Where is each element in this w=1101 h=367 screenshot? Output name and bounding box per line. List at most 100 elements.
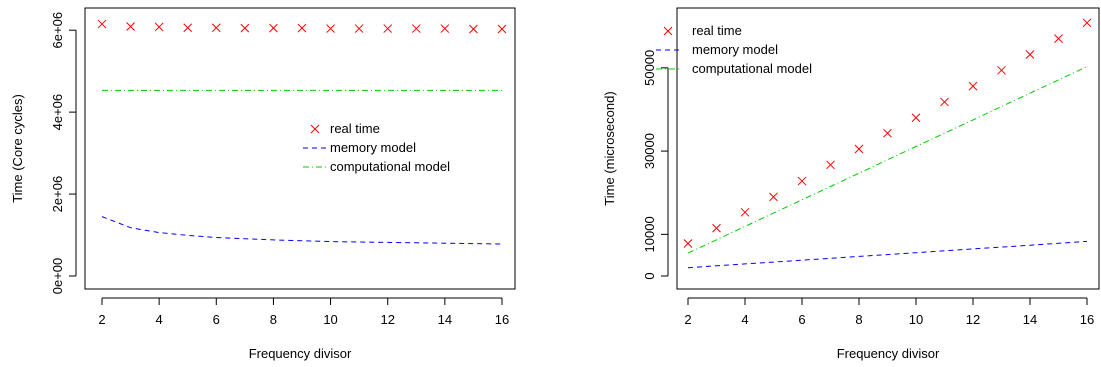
data-point-stroke: [683, 239, 693, 248]
data-point-stroke: [183, 23, 193, 33]
legend-marker: [310, 124, 320, 134]
data-point: [940, 97, 949, 107]
data-point-stroke: [712, 223, 721, 233]
data-point: [126, 22, 135, 31]
x-tick-label: 14: [1023, 312, 1037, 327]
y-tick-label: 0: [642, 272, 657, 279]
data-point-stroke: [269, 23, 278, 33]
data-point-stroke: [883, 128, 892, 138]
y-tick-label: 2e+06: [50, 176, 65, 213]
data-point-stroke: [968, 81, 978, 91]
y-tick-label: 30000: [642, 133, 657, 169]
data-point: [997, 65, 1006, 75]
y-tick-label: 10000: [642, 216, 657, 252]
chart-microseconds: 2 4 6 8 10 12 14 16 Frequency divisor 0 10000 30000…: [602, 7, 1100, 361]
data-point-stroke: [854, 144, 864, 154]
data-point-stroke: [1025, 50, 1035, 59]
x-tick-label: 4: [156, 312, 163, 327]
data-point-stroke: [297, 23, 307, 33]
x-tick-label: 10: [323, 312, 337, 327]
data-point: [497, 24, 507, 34]
data-point-stroke: [740, 207, 750, 217]
data-point-stroke: [97, 19, 107, 29]
y-tick-label: 4e+06: [50, 94, 65, 131]
data-point: [383, 24, 393, 33]
plot-frame: [676, 7, 1100, 290]
x-tick-label: 12: [966, 312, 980, 327]
data-point-stroke: [154, 22, 164, 32]
data-point: [354, 24, 364, 33]
x-tick-label: 4: [741, 312, 748, 327]
data-point-stroke: [126, 22, 135, 31]
data-point-stroke: [211, 23, 221, 33]
legend-label: computational model: [692, 61, 812, 76]
data-point: [826, 160, 835, 170]
x-tick-label: 10: [909, 312, 923, 327]
data-point-stroke: [383, 24, 393, 33]
x-axis-title: Frequency divisor: [837, 346, 940, 361]
series-line: [687, 240, 1088, 269]
x-tick-label: 8: [855, 312, 862, 327]
y-tick-label: 6e+06: [50, 12, 65, 49]
legend-marker-stroke: [310, 124, 320, 134]
data-point: [154, 22, 164, 32]
series-line: [101, 216, 503, 245]
data-point: [297, 23, 307, 33]
legend-marker-stroke: [663, 26, 673, 36]
data-point-stroke: [826, 160, 835, 170]
data-point-stroke: [411, 24, 421, 33]
data-point: [911, 113, 921, 123]
data-point: [326, 24, 335, 33]
data-point: [211, 23, 221, 33]
data-point-stroke: [1054, 34, 1063, 44]
data-point-stroke: [469, 24, 478, 34]
legend-marker: [663, 26, 673, 36]
y-tick-label: 50000: [642, 50, 657, 86]
legend-label: memory model: [330, 140, 416, 155]
data-point: [968, 81, 978, 91]
data-point: [797, 176, 807, 186]
data-point: [740, 207, 750, 217]
data-point-stroke: [354, 24, 364, 33]
data-point: [97, 19, 107, 29]
legend-label: memory model: [692, 42, 778, 57]
data-point: [269, 23, 278, 33]
data-point-stroke: [911, 113, 921, 123]
data-point: [183, 23, 193, 33]
data-point-stroke: [326, 24, 335, 33]
data-point: [712, 223, 721, 233]
x-tick-label: 12: [380, 312, 394, 327]
y-axis-title: Time (microsecond): [602, 91, 617, 205]
data-point: [769, 192, 778, 202]
data-point: [1054, 34, 1063, 44]
y-tick-label: 0e+00: [50, 258, 65, 295]
x-tick-label: 6: [213, 312, 220, 327]
series-line: [687, 66, 1088, 254]
data-point: [683, 239, 693, 248]
data-point: [883, 128, 892, 138]
x-tick-label: 8: [270, 312, 277, 327]
data-point: [854, 144, 864, 154]
data-point-stroke: [997, 65, 1006, 75]
x-tick-label: 2: [684, 312, 691, 327]
x-tick-label: 16: [1080, 312, 1094, 327]
data-point-stroke: [497, 24, 507, 34]
plot-frame: [84, 7, 516, 290]
data-point-stroke: [1082, 18, 1092, 28]
data-point-stroke: [769, 192, 778, 202]
data-point: [469, 24, 478, 34]
data-point-stroke: [240, 23, 250, 33]
data-point: [1025, 50, 1035, 59]
legend-label: real time: [330, 121, 380, 136]
y-axis-title: Time (Core cycles): [10, 94, 25, 203]
x-axis-title: Frequency divisor: [249, 346, 352, 361]
data-point: [1082, 18, 1092, 28]
data-point: [411, 24, 421, 33]
x-tick-label: 6: [798, 312, 805, 327]
legend-label: computational model: [330, 159, 450, 174]
chart-core-cycles: 2 4 6 8 10 12 14 16 Frequency divisor 0e+00 2e+06 4…: [10, 7, 516, 361]
data-point: [440, 24, 450, 33]
x-tick-label: 2: [98, 312, 105, 327]
data-point-stroke: [940, 97, 949, 107]
